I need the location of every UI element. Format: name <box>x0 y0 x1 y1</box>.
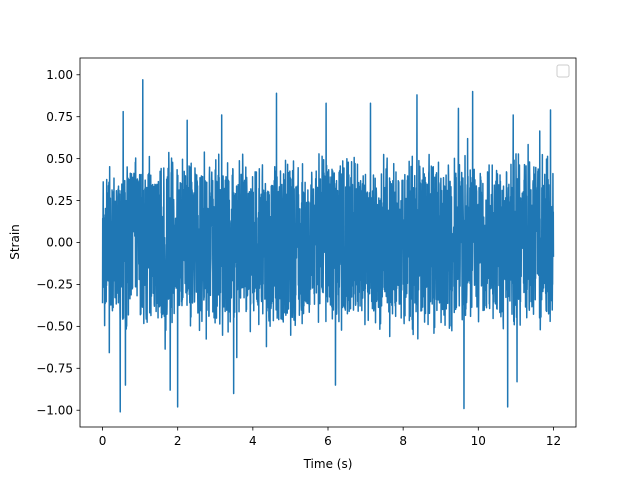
x-tick-label: 8 <box>399 434 407 448</box>
x-axis-label: Time (s) <box>303 457 353 471</box>
y-tick-label: 0.50 <box>46 152 73 166</box>
y-tick-label: −0.25 <box>36 278 73 292</box>
y-axis: −1.00 −0.75 −0.50 −0.25 0.00 0.25 0.50 0.75 1.00 <box>36 68 80 417</box>
legend-box <box>556 64 570 78</box>
x-tick-label: 12 <box>546 434 561 448</box>
y-tick-label: 0.25 <box>46 194 73 208</box>
x-tick-label: 6 <box>324 434 332 448</box>
y-tick-label: −0.50 <box>36 320 73 334</box>
y-tick-label: 1.00 <box>46 68 73 82</box>
plot-area <box>101 79 555 413</box>
y-tick-label: 0.00 <box>46 236 73 250</box>
x-tick-label: 4 <box>249 434 257 448</box>
y-tick-label: −1.00 <box>36 403 73 417</box>
y-axis-label: Strain <box>8 224 22 260</box>
series-line-strain <box>101 79 555 413</box>
y-tick-label: 0.75 <box>46 110 73 124</box>
y-tick-label: −0.75 <box>36 361 73 375</box>
x-tick-label: 10 <box>471 434 486 448</box>
x-tick-label: 0 <box>99 434 107 448</box>
x-axis: 0 2 4 6 8 10 12 <box>99 427 561 448</box>
x-tick-label: 2 <box>174 434 182 448</box>
